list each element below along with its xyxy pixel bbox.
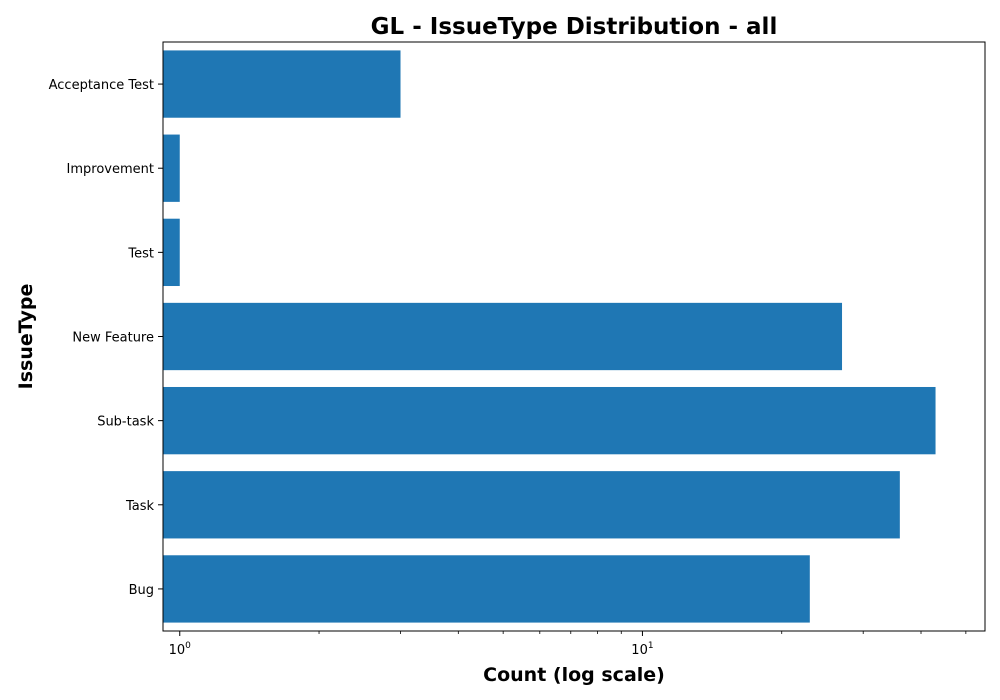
bar-improvement [163, 134, 180, 202]
y-axis: Acceptance Test Improvement Test New Featur… [49, 78, 163, 598]
bar-new-feature [163, 302, 843, 371]
x-axis: 100 101 [169, 631, 967, 658]
x-tick-label: 100 [169, 641, 192, 658]
y-tick-label: Test [127, 246, 154, 261]
bar-acceptance-test [163, 50, 401, 118]
bar-test [163, 218, 180, 287]
y-tick-label: Task [125, 499, 155, 514]
y-tick-label: New Feature [72, 331, 154, 346]
x-tick-label: 101 [631, 641, 653, 658]
y-tick-label: Acceptance Test [49, 78, 154, 93]
bar-task [163, 471, 900, 539]
chart-title: GL - IssueType Distribution - all [371, 14, 778, 40]
bar-bug [163, 555, 810, 623]
y-tick-label: Improvement [67, 162, 154, 177]
bar-sub-task [163, 386, 936, 455]
x-axis-label: Count (log scale) [483, 664, 665, 686]
bars-group [163, 50, 936, 623]
y-tick-label: Sub-task [97, 415, 154, 430]
y-axis-label: IssueType [15, 284, 37, 390]
y-tick-label: Bug [129, 583, 154, 598]
